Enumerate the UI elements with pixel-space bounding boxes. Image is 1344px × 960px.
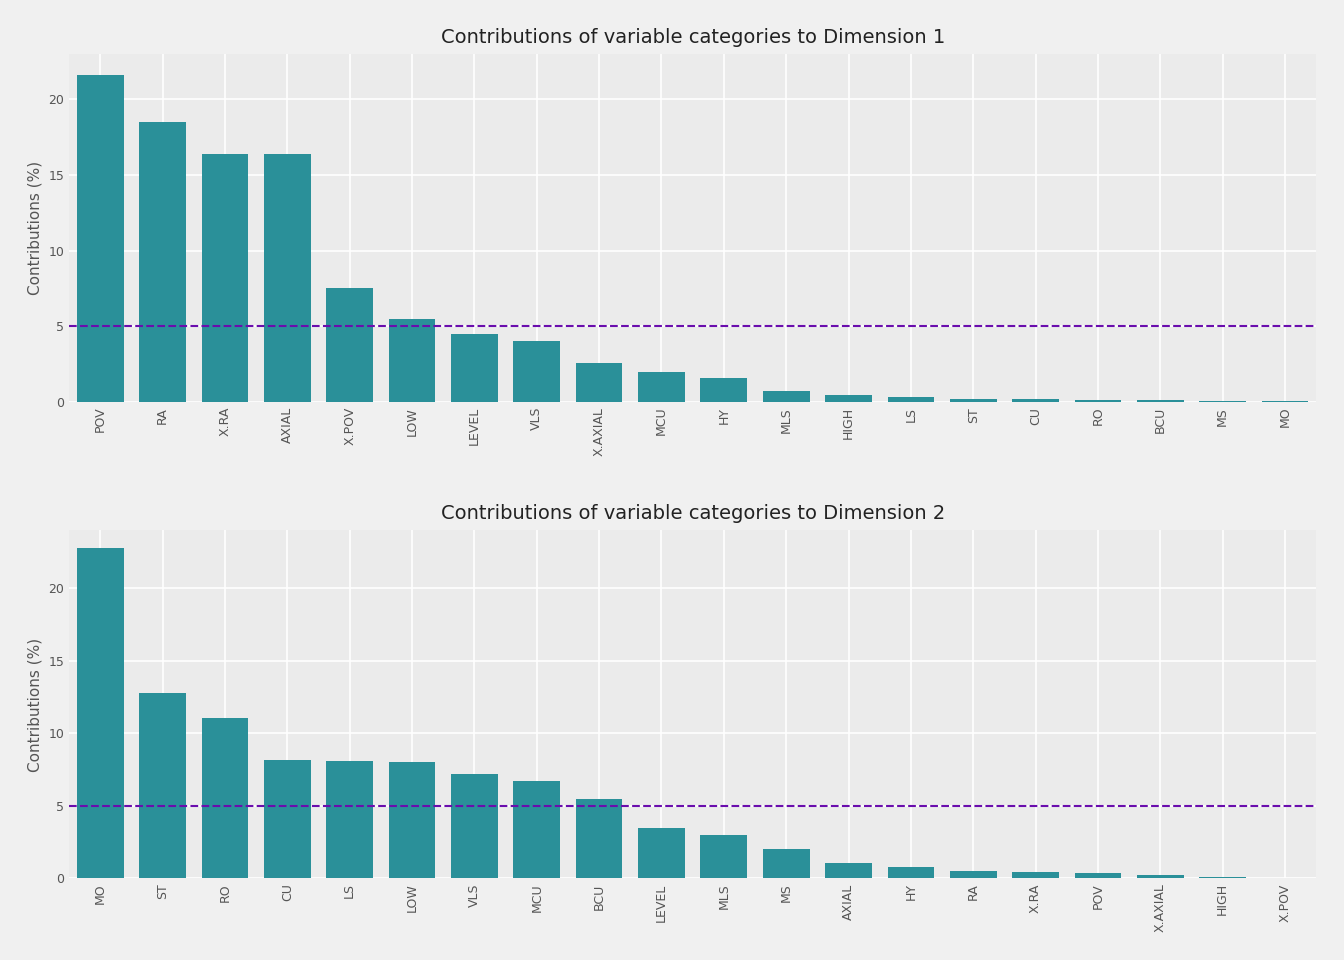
Bar	[202, 717, 249, 878]
Bar	[825, 396, 872, 402]
Bar	[327, 761, 374, 878]
Bar	[887, 867, 934, 878]
Bar	[638, 828, 685, 878]
Bar	[1199, 877, 1246, 878]
Bar	[763, 850, 809, 878]
Bar	[77, 548, 124, 878]
Bar	[700, 835, 747, 878]
Bar	[202, 154, 249, 402]
Bar	[575, 363, 622, 402]
Y-axis label: Contributions (%): Contributions (%)	[28, 637, 43, 772]
Bar	[388, 762, 435, 878]
Bar	[825, 862, 872, 878]
Bar	[700, 377, 747, 402]
Bar	[513, 781, 560, 878]
Title: Contributions of variable categories to Dimension 2: Contributions of variable categories to …	[441, 504, 945, 523]
Title: Contributions of variable categories to Dimension 1: Contributions of variable categories to …	[441, 28, 945, 47]
Bar	[327, 288, 374, 402]
Bar	[763, 392, 809, 402]
Bar	[452, 334, 497, 402]
Bar	[887, 396, 934, 402]
Bar	[452, 774, 497, 878]
Bar	[1012, 399, 1059, 402]
Bar	[140, 122, 185, 402]
Bar	[263, 154, 310, 402]
Bar	[77, 75, 124, 402]
Bar	[1012, 872, 1059, 878]
Bar	[513, 342, 560, 402]
Bar	[263, 759, 310, 878]
Bar	[1137, 400, 1184, 402]
Bar	[1137, 875, 1184, 878]
Bar	[950, 871, 997, 878]
Bar	[575, 799, 622, 878]
Bar	[388, 319, 435, 402]
Bar	[140, 693, 185, 878]
Bar	[1075, 874, 1121, 878]
Bar	[1075, 399, 1121, 402]
Bar	[638, 372, 685, 402]
Bar	[950, 399, 997, 402]
Y-axis label: Contributions (%): Contributions (%)	[28, 161, 43, 295]
